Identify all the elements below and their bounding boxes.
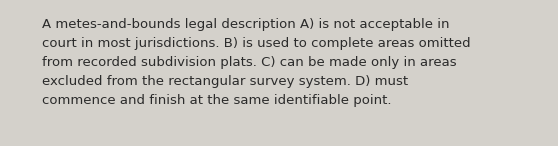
Text: A metes-and-bounds legal description A) is not acceptable in
court in most juris: A metes-and-bounds legal description A) …	[42, 18, 470, 107]
